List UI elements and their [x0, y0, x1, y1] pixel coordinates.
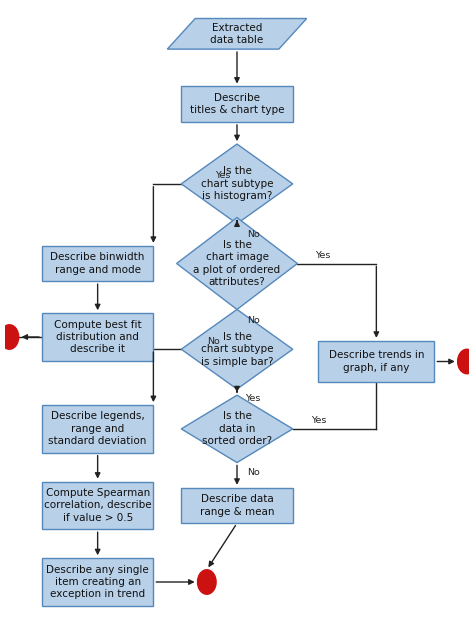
Text: Compute Spearman
correlation, describe
if value > 0.5: Compute Spearman correlation, describe i…: [44, 488, 152, 523]
Circle shape: [198, 570, 216, 594]
FancyBboxPatch shape: [319, 341, 434, 382]
FancyBboxPatch shape: [181, 86, 293, 122]
Text: Yes: Yes: [315, 251, 331, 260]
Text: No: No: [247, 468, 260, 477]
Text: Describe any single
item creating an
exception in trend: Describe any single item creating an exc…: [46, 564, 149, 599]
Text: No: No: [247, 316, 260, 325]
FancyBboxPatch shape: [42, 558, 154, 606]
Text: Describe trends in
graph, if any: Describe trends in graph, if any: [328, 350, 424, 372]
Polygon shape: [181, 144, 293, 224]
Text: No: No: [208, 337, 220, 346]
Text: Is the
data in
sorted order?: Is the data in sorted order?: [202, 411, 272, 446]
Polygon shape: [177, 217, 297, 309]
Text: Extracted
data table: Extracted data table: [210, 22, 264, 45]
Text: Describe legends,
range and
standard deviation: Describe legends, range and standard dev…: [48, 411, 147, 446]
Text: No: No: [247, 230, 260, 239]
Text: Is the
chart subtype
is simple bar?: Is the chart subtype is simple bar?: [201, 332, 273, 367]
Text: Yes: Yes: [246, 394, 261, 403]
Text: Yes: Yes: [215, 171, 231, 181]
Text: Is the
chart subtype
is histogram?: Is the chart subtype is histogram?: [201, 166, 273, 201]
Polygon shape: [181, 309, 293, 389]
FancyBboxPatch shape: [181, 488, 293, 523]
FancyBboxPatch shape: [42, 313, 154, 361]
Circle shape: [457, 349, 474, 374]
Text: Is the
chart image
a plot of ordered
attributes?: Is the chart image a plot of ordered att…: [193, 240, 281, 287]
Text: Describe
titles & chart type: Describe titles & chart type: [190, 93, 284, 116]
Text: Yes: Yes: [310, 416, 326, 426]
FancyBboxPatch shape: [42, 481, 154, 529]
Circle shape: [0, 325, 18, 349]
FancyBboxPatch shape: [42, 405, 154, 452]
Text: Describe data
range & mean: Describe data range & mean: [200, 494, 274, 517]
FancyBboxPatch shape: [42, 246, 154, 281]
Polygon shape: [167, 19, 307, 49]
Text: Describe binwidth
range and mode: Describe binwidth range and mode: [50, 253, 145, 275]
Text: Compute best fit
distribution and
describe it: Compute best fit distribution and descri…: [54, 319, 141, 354]
Polygon shape: [181, 395, 293, 462]
